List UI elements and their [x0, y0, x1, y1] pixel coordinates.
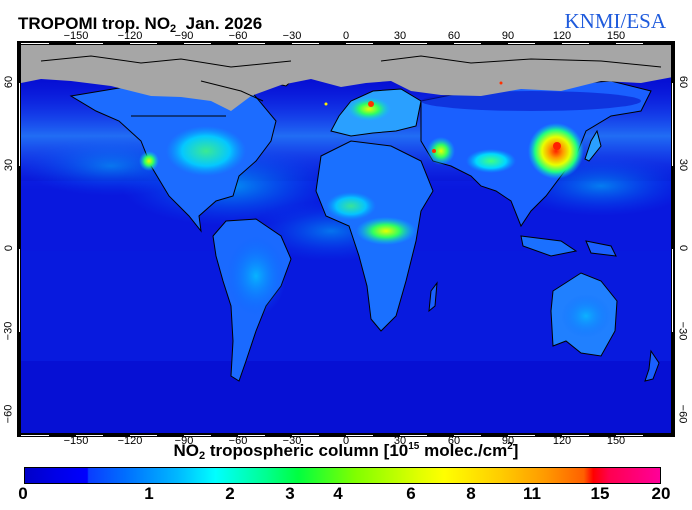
lon-tick: −30 [282, 435, 302, 447]
lon-tick: −150 [63, 435, 89, 447]
colorbar [24, 467, 661, 484]
lon-tick: −150 [63, 30, 89, 42]
lat-tick: 0 [3, 244, 16, 252]
label-part: ] [512, 441, 519, 460]
credit-label: KNMI/ESA [564, 9, 666, 33]
lon-tick: −120 [117, 435, 143, 447]
lon-tick: 60 [447, 435, 461, 447]
lon-tick: −60 [228, 435, 248, 447]
lon-tick: 150 [606, 435, 626, 447]
lon-tick: 0 [342, 30, 350, 42]
lon-tick: −90 [174, 435, 194, 447]
colorbar-tick: 4 [333, 484, 343, 503]
lon-tick: −30 [282, 30, 302, 42]
lat-tick: 60 [677, 75, 690, 89]
lat-tick: 30 [677, 158, 690, 172]
lon-tick: 0 [342, 435, 350, 447]
lon-tick: −120 [117, 30, 143, 42]
world-map-svg [21, 45, 671, 433]
colorbar-tick: 2 [225, 484, 235, 503]
lon-tick: 90 [501, 435, 515, 447]
map-title: TROPOMI trop. NO2 Jan. 2026 [18, 14, 262, 35]
lon-tick: 90 [501, 30, 515, 42]
lon-tick: 30 [393, 30, 407, 42]
label-superscript: 2 [507, 441, 513, 452]
title-text: TROPOMI trop. NO [18, 14, 171, 33]
colorbar-tick: 20 [651, 484, 671, 503]
title-subscript: 2 [170, 23, 177, 35]
lat-tick: −60 [676, 404, 689, 424]
colorbar-tick: 11 [523, 484, 541, 503]
lon-tick: 60 [447, 30, 461, 42]
label-subscript: 2 [199, 450, 206, 462]
lat-tick: 30 [3, 158, 16, 172]
lon-tick: −90 [174, 30, 194, 42]
label-part: NO [173, 441, 200, 460]
colorbar-tick: 3 [285, 484, 295, 503]
title-date: Jan. 2026 [176, 14, 263, 33]
lon-tick: 120 [552, 30, 572, 42]
lon-tick: 120 [552, 435, 572, 447]
lon-tick: −60 [228, 30, 248, 42]
colorbar-tick: 15 [590, 484, 610, 503]
colorbar-label: NO2 tropospheric column [1015 molec./cm2… [0, 441, 692, 462]
lat-tick: −30 [676, 321, 689, 341]
label-part: tropospheric column [10 [205, 441, 409, 460]
lat-tick: −60 [2, 404, 15, 424]
lat-tick: 0 [677, 244, 690, 252]
colorbar-tick: 6 [406, 484, 416, 503]
no2-map [20, 44, 672, 434]
lat-tick: 60 [3, 75, 16, 89]
lon-tick: 150 [606, 30, 626, 42]
colorbar-tick: 0 [18, 484, 28, 503]
label-superscript: 15 [408, 441, 420, 452]
lat-tick: −30 [2, 321, 15, 341]
colorbar-tick: 8 [466, 484, 476, 503]
label-part: molec./cm [419, 441, 508, 460]
lon-tick: 30 [393, 435, 407, 447]
colorbar-tick: 1 [144, 484, 154, 503]
